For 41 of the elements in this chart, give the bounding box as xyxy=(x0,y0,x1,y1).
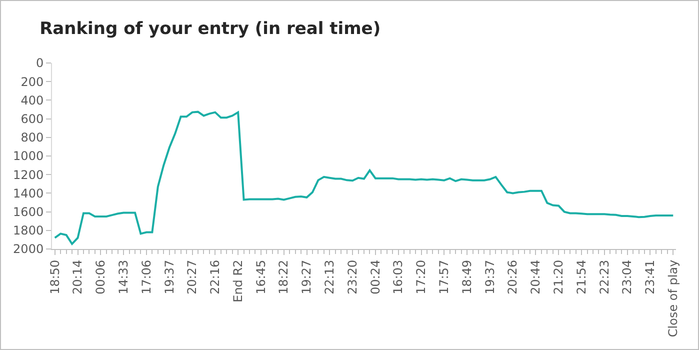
x-tick-label: 00:24 xyxy=(368,260,382,294)
y-tick-label: 1400 xyxy=(13,186,44,200)
y-tick-label: 800 xyxy=(20,130,44,145)
y-tick-label: 1600 xyxy=(13,205,44,219)
x-tick-label: 18:50 xyxy=(48,260,62,294)
x-tick-label: 17:06 xyxy=(139,260,154,294)
x-tick-label: 19:37 xyxy=(482,260,497,294)
x-tick-label: 20:14 xyxy=(70,260,85,294)
x-tick-label: 21:20 xyxy=(552,260,566,294)
x-tick-label: Close of play xyxy=(666,260,680,338)
x-tick-label: 22:23 xyxy=(597,260,612,294)
x-tick-label: 20:27 xyxy=(185,260,200,294)
x-tick-label: 22:13 xyxy=(322,260,337,294)
x-tick-label: 17:20 xyxy=(414,260,428,294)
y-tick-label: 1800 xyxy=(13,224,44,238)
x-tick-label: 18:49 xyxy=(460,260,474,294)
y-tick-label: 0 xyxy=(36,56,44,70)
y-tick-label: 2000 xyxy=(13,242,44,256)
x-tick-label: End R2 xyxy=(230,260,245,302)
x-tick-label: 19:27 xyxy=(300,260,314,294)
x-tick-label: 00:06 xyxy=(94,260,108,294)
y-tick-label: 400 xyxy=(20,93,44,108)
x-tick-label: 16:03 xyxy=(391,260,406,294)
x-tick-label: 23:41 xyxy=(643,260,658,294)
x-tick-label: 19:37 xyxy=(162,260,176,294)
y-tick-label: 600 xyxy=(20,112,44,126)
y-tick-label: 200 xyxy=(20,74,44,89)
chart-title: Ranking of your entry (in real time) xyxy=(40,18,381,39)
x-tick-label: 14:33 xyxy=(116,260,130,294)
x-tick-label: 23:20 xyxy=(345,260,360,294)
x-tick-label: 20:26 xyxy=(506,260,520,294)
x-tick-label: 16:45 xyxy=(254,260,268,294)
y-tick-label: 1000 xyxy=(13,149,44,164)
x-tick-label: 22:16 xyxy=(208,260,222,294)
line-series xyxy=(54,110,674,245)
x-tick-label: 18:22 xyxy=(276,260,291,294)
x-tick-label: 21:54 xyxy=(574,260,588,294)
x-tick-label: 23:04 xyxy=(620,260,634,294)
x-tick-label: 17:57 xyxy=(437,260,452,294)
y-tick-label: 1200 xyxy=(13,168,44,182)
x-tick-label: 20:44 xyxy=(528,260,543,294)
